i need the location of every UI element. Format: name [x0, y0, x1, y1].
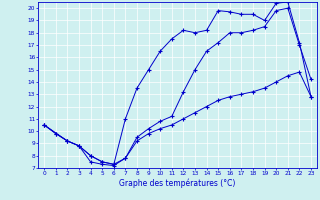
X-axis label: Graphe des températures (°C): Graphe des températures (°C): [119, 178, 236, 188]
